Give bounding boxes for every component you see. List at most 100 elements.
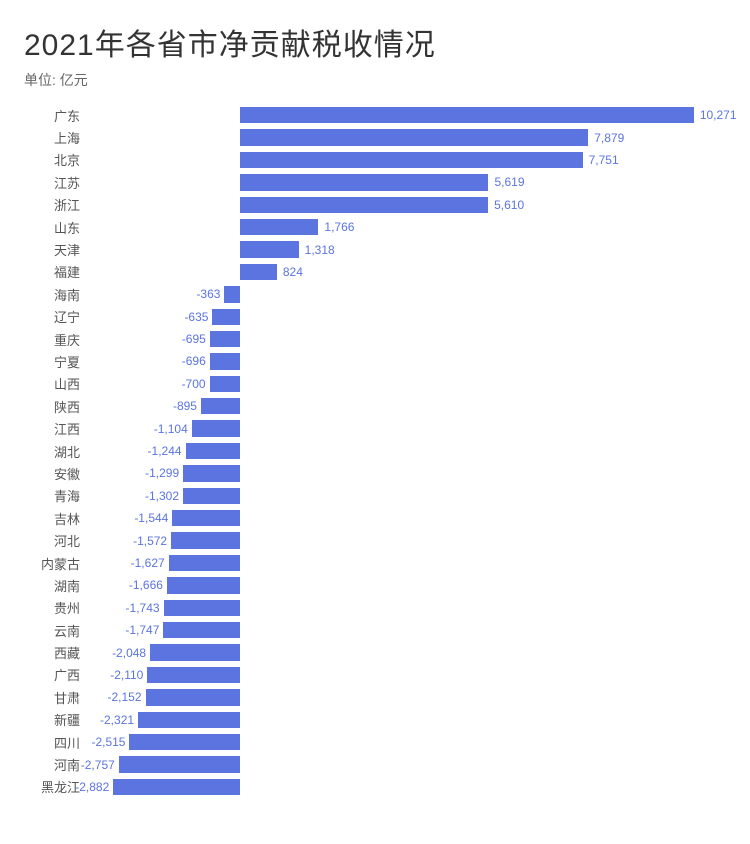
bar-label: 山西 xyxy=(24,374,86,393)
bar-row: 江苏 5,619 xyxy=(24,171,726,193)
bar-label: 辽宁 xyxy=(24,307,86,326)
bar-row: 河南-2,757 xyxy=(24,753,726,775)
bar-track: -695 xyxy=(86,328,726,350)
bar-value: 5,610 xyxy=(494,198,524,212)
bar-label: 吉林 xyxy=(24,509,86,528)
bar-track: -635 xyxy=(86,306,726,328)
bar xyxy=(192,420,241,436)
bar-track: -2,048 xyxy=(86,641,726,663)
bar xyxy=(183,465,240,481)
bar-row: 江西-1,104 xyxy=(24,417,726,439)
bar-track: -1,302 xyxy=(86,485,726,507)
bar-row: 重庆-695 xyxy=(24,328,726,350)
bar-label: 内蒙古 xyxy=(24,554,86,573)
bar-track: 10,271 xyxy=(86,104,726,126)
bar-label: 云南 xyxy=(24,621,86,640)
bar-row: 西藏-2,048 xyxy=(24,641,726,663)
bar-value: 824 xyxy=(283,265,303,279)
bar xyxy=(171,532,240,548)
bar-row: 内蒙古 -1,627 xyxy=(24,552,726,574)
chart-title: 2021年各省市净贡献税收情况 xyxy=(24,20,726,64)
bar-label: 广西 xyxy=(24,665,86,684)
bar-label: 重庆 xyxy=(24,330,86,349)
bar-track: -1,627 xyxy=(86,552,726,574)
bar-track: -1,747 xyxy=(86,619,726,641)
bar-label: 北京 xyxy=(24,150,86,169)
bar-value: -635 xyxy=(184,310,208,324)
bar-track: 824 xyxy=(86,261,726,283)
bar xyxy=(163,622,240,638)
bar xyxy=(240,107,693,123)
bar xyxy=(210,353,241,369)
bar-row: 天津1,318 xyxy=(24,238,726,260)
bar-label: 浙江 xyxy=(24,195,86,214)
bar-value: -363 xyxy=(196,287,220,301)
bar xyxy=(150,644,240,660)
bar-track: -1,299 xyxy=(86,462,726,484)
bar-value: -1,747 xyxy=(125,623,159,637)
bar-label: 上海 xyxy=(24,128,86,147)
bar-track: -2,882 xyxy=(86,776,726,798)
bar-track: -1,572 xyxy=(86,529,726,551)
bar-row: 湖北-1,244 xyxy=(24,440,726,462)
bar xyxy=(146,689,241,705)
bar-label: 新疆 xyxy=(24,710,86,729)
bar-track: -700 xyxy=(86,373,726,395)
bar-row: 山东1,766 xyxy=(24,216,726,238)
bar xyxy=(240,197,488,213)
bar-value: -1,104 xyxy=(154,422,188,436)
bar-value: -1,627 xyxy=(131,556,165,570)
bar-value: -1,544 xyxy=(134,511,168,525)
bar-row: 山西 -700 xyxy=(24,373,726,395)
bar-value: -1,743 xyxy=(126,601,160,615)
bar-row: 新疆-2,321 xyxy=(24,709,726,731)
bar-value: -1,302 xyxy=(145,489,179,503)
bar-label: 宁夏 xyxy=(24,352,86,371)
bar xyxy=(240,241,298,257)
bar-value: -2,110 xyxy=(110,668,143,682)
bar-label: 江苏 xyxy=(24,173,86,192)
bar xyxy=(129,734,240,750)
bar xyxy=(240,264,276,280)
bar-track: -2,321 xyxy=(86,709,726,731)
bar-row: 贵州 -1,743 xyxy=(24,597,726,619)
bar-track: -2,152 xyxy=(86,686,726,708)
bar-value: -2,515 xyxy=(91,735,125,749)
bar-label: 福建 xyxy=(24,262,86,281)
bar-row: 陕西-895 xyxy=(24,395,726,417)
bar-row: 北京7,751 xyxy=(24,149,726,171)
bar-value: 10,271 xyxy=(700,108,737,122)
bar-track: -2,515 xyxy=(86,731,726,753)
bar-label: 青海 xyxy=(24,486,86,505)
bar xyxy=(240,152,582,168)
bar-row: 甘肃 -2,152 xyxy=(24,686,726,708)
bar-track: -1,244 xyxy=(86,440,726,462)
bar-label: 西藏 xyxy=(24,643,86,662)
bar-row: 安徽-1,299 xyxy=(24,462,726,484)
bar-value: -700 xyxy=(182,377,206,391)
bar-value: -895 xyxy=(173,399,197,413)
chart-subtitle: 单位: 亿元 xyxy=(24,70,726,90)
bar-track: 7,751 xyxy=(86,149,726,171)
bar-row: 上海7,879 xyxy=(24,126,726,148)
bar xyxy=(240,129,588,145)
bar xyxy=(186,443,241,459)
bar xyxy=(164,600,241,616)
bar-label: 贵州 xyxy=(24,598,86,617)
bar-label: 天津 xyxy=(24,240,86,259)
bar xyxy=(210,331,241,347)
bar-value: -2,152 xyxy=(107,690,141,704)
bar-value: -696 xyxy=(182,354,206,368)
bar-track: -2,110 xyxy=(86,664,726,686)
bar-value: -2,882 xyxy=(75,780,109,794)
bar xyxy=(183,488,240,504)
bar xyxy=(224,286,240,302)
bar-row: 吉林 -1,544 xyxy=(24,507,726,529)
bar-value: 5,619 xyxy=(494,175,524,189)
bar-row: 浙江 5,610 xyxy=(24,194,726,216)
bar-label: 甘肃 xyxy=(24,688,86,707)
bar xyxy=(210,376,241,392)
bar-track: -1,104 xyxy=(86,417,726,439)
bar-track: -1,544 xyxy=(86,507,726,529)
bar-track: -363 xyxy=(86,283,726,305)
